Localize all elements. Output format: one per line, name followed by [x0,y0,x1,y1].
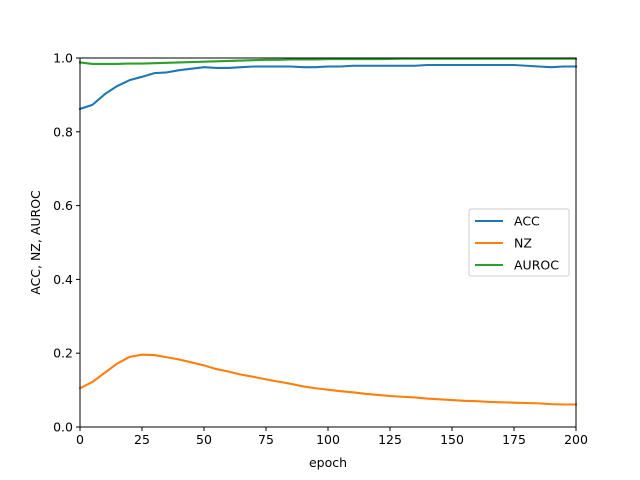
y-axis-ticks: 0.0 0.2 0.4 0.6 0.8 1.0 [53,51,80,435]
y-tick-label: 0.8 [53,124,73,139]
y-tick-label: 0.6 [53,198,73,213]
y-tick-label: 0.0 [53,420,73,435]
legend-label-acc: ACC [514,214,540,229]
y-tick-label: 0.2 [53,346,73,361]
x-axis-label: epoch [309,455,347,470]
x-tick-label: 200 [564,432,588,447]
x-tick-label: 125 [378,432,402,447]
legend: ACC NZ AUROC [468,208,570,277]
x-tick-label: 25 [134,432,150,447]
y-axis-label: ACC, NZ, AUROC [28,190,43,295]
x-tick-label: 100 [316,432,340,447]
legend-box [468,208,570,277]
legend-label-nz: NZ [514,236,532,251]
legend-label-auroc: AUROC [514,258,559,273]
series-line-nz [78,353,578,406]
y-tick-label: 1.0 [53,51,73,66]
series-layer [78,57,578,406]
series-line-auroc [78,57,578,65]
y-tick-label: 0.4 [53,272,73,287]
x-tick-label: 150 [440,432,464,447]
series-line-acc [78,63,578,111]
x-tick-label: 50 [196,432,212,447]
x-tick-label: 0 [76,432,84,447]
x-axis-ticks: 0 25 50 75 100 125 150 175 200 [76,427,588,447]
x-tick-label: 75 [258,432,274,447]
x-tick-label: 175 [502,432,526,447]
